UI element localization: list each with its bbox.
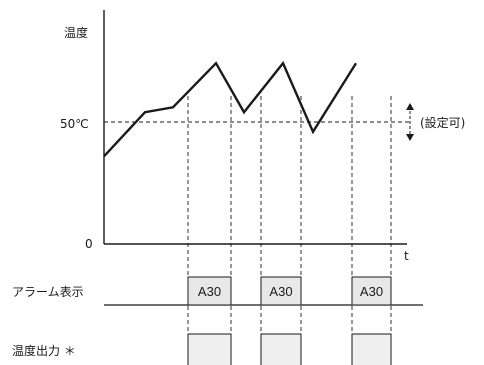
time-axis-label: t — [404, 249, 409, 263]
output-pulse-box — [351, 333, 392, 365]
alarm-pulse-box — [260, 276, 302, 306]
origin-label: 0 — [85, 237, 93, 251]
alarm-display-label: アラーム表示 — [12, 285, 84, 299]
output-pulse-box — [187, 333, 232, 365]
settable-arrow-icon — [406, 103, 414, 141]
alarm-pulse-box — [187, 276, 232, 306]
alarm-code-label: A30 — [269, 284, 292, 299]
settable-note: (設定可) — [420, 115, 465, 130]
threshold-label: 50℃ — [60, 117, 89, 131]
alarm-code-label: A30 — [198, 284, 221, 299]
alarm-code-label: A30 — [360, 284, 383, 299]
alarm-pulse-box — [351, 276, 392, 306]
output-pulse-box — [260, 333, 302, 365]
temperature-curve — [103, 60, 358, 158]
temperature-axis-label: 温度 — [64, 25, 88, 40]
temperature-output-label: 温度出力 ＊ — [12, 343, 76, 358]
